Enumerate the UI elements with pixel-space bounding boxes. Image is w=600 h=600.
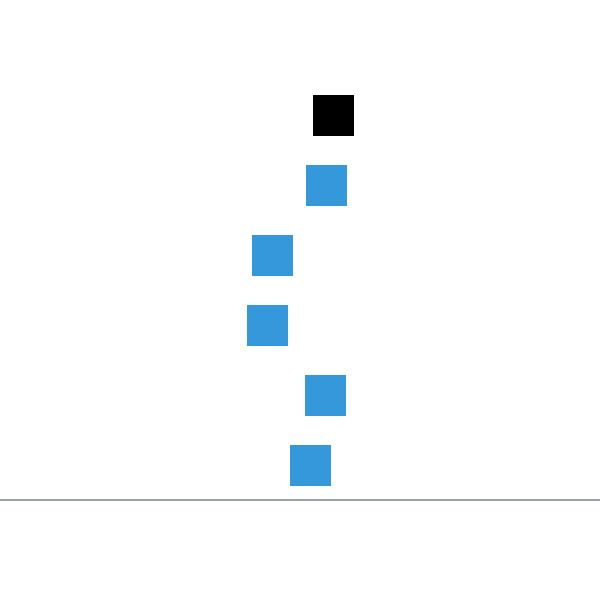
stacked-block bbox=[306, 165, 347, 206]
stacked-block bbox=[305, 375, 346, 416]
stacked-block bbox=[247, 305, 288, 346]
ground-line bbox=[0, 499, 600, 501]
active-block[interactable] bbox=[313, 95, 354, 136]
stacked-block bbox=[290, 445, 331, 486]
stacked-block bbox=[252, 235, 293, 276]
